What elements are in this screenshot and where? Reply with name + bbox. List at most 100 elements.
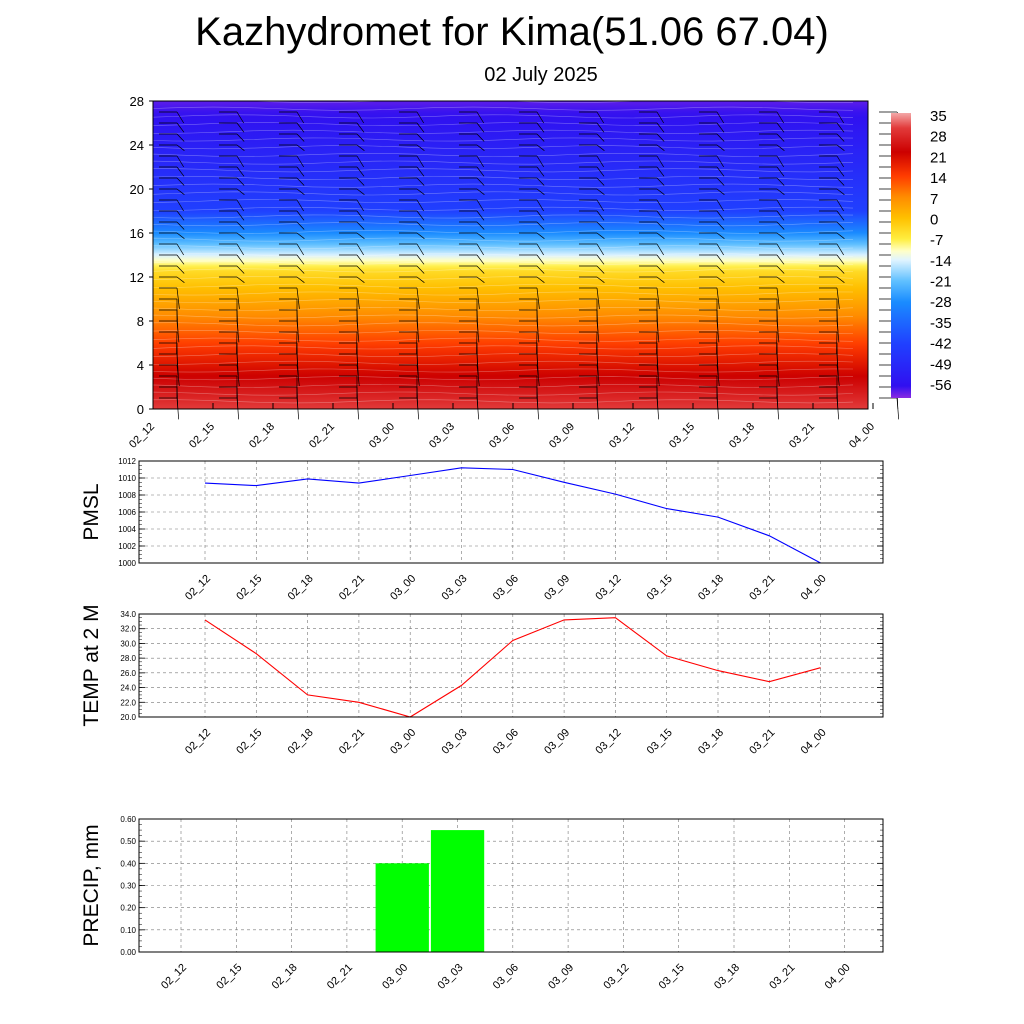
colorbar-label: -7: [930, 232, 943, 249]
x-tick-label: 03_12: [593, 727, 623, 757]
wind-barb: [236, 254, 245, 265]
x-tick-label: 03_18: [696, 573, 726, 603]
x-tick-label: 03_06: [491, 962, 521, 992]
wind-barb: [476, 133, 485, 142]
wind-barb: [716, 232, 725, 239]
wind-barb: [656, 265, 665, 274]
wind-barb: [176, 276, 185, 283]
wind-barb: [476, 177, 485, 186]
colorbar-label: -28: [930, 294, 952, 311]
wind-barb: [236, 287, 240, 309]
wind-barb: [476, 166, 485, 177]
wind-barb: [536, 331, 538, 354]
y-tick-label: 0.10: [120, 926, 136, 935]
wind-barb: [596, 188, 605, 195]
colorbar-label: -21: [930, 274, 952, 291]
wind-barb: [416, 122, 425, 133]
wind-barb: [656, 232, 665, 239]
wind-barb: [596, 144, 605, 151]
wind-barb: [836, 111, 844, 124]
wind-barb: [596, 199, 604, 212]
wind-barb: [836, 122, 845, 133]
wind-barb: [476, 276, 485, 283]
wind-barb: [356, 232, 365, 239]
wind-barb: [596, 177, 605, 186]
y-tick-label: 1000: [118, 559, 136, 568]
colorbar: 35 28 21 14 7 0 -7 -14 -21 -28 -35 -42 -49 -56: [891, 108, 952, 398]
contour-line: [152, 376, 854, 381]
contour-line: [152, 137, 854, 142]
wind-barb: [296, 122, 305, 133]
colorbar-label: -14: [930, 253, 952, 270]
wind-barb: [596, 210, 605, 221]
colorbar-label: 0: [930, 211, 938, 228]
wind-barb: [776, 287, 780, 309]
x-tick-label: 02_18: [286, 727, 316, 757]
wind-barb: [416, 254, 425, 265]
wind-barb: [476, 199, 484, 212]
y-tick-label: 1002: [118, 542, 136, 551]
x-tick-label: 04_00: [823, 962, 853, 992]
wind-barb: [836, 243, 844, 256]
precip-panel: 0.00 0.10 0.20 0.30 0.40 0.50 0.60 02_12 02_15 02…: [80, 815, 884, 992]
wind-barb: [596, 287, 600, 309]
wind-barb: [296, 254, 305, 265]
wind-barb: [416, 276, 425, 283]
y-tick-label: 0.50: [120, 837, 136, 846]
colorbar-label: 21: [930, 149, 947, 166]
y-tick-label: 16: [130, 226, 144, 241]
wind-barb: [776, 122, 785, 133]
wind-barb: [836, 287, 840, 309]
wind-barb: [296, 199, 304, 212]
wind-barb: [716, 166, 725, 177]
wind-barb: [236, 122, 245, 133]
wind-barb: [176, 199, 184, 212]
x-tick-label: 02_12: [127, 421, 157, 451]
contour-line: [152, 199, 854, 204]
wind-barb: [536, 188, 545, 195]
wind-barb: [836, 144, 845, 151]
contour-line: [152, 306, 854, 311]
wind-barb: [176, 133, 185, 142]
wind-barb: [836, 265, 845, 274]
wind-barb: [536, 133, 545, 142]
wind-barb: [236, 243, 244, 256]
x-tick-label: 03_15: [657, 962, 687, 992]
wind-barb: [536, 177, 545, 186]
x-tick-label: 02_15: [187, 421, 217, 451]
x-tick-label: 02_21: [307, 421, 337, 451]
x-tick-label: 03_15: [667, 421, 697, 451]
x-tick-label: 03_12: [607, 421, 637, 451]
wind-barb: [836, 254, 845, 265]
y-tick-label: 1008: [118, 491, 136, 500]
wind-barb: [596, 166, 605, 177]
panel-frame: [138, 818, 884, 953]
wind-barb: [656, 133, 665, 142]
wind-barb: [536, 155, 544, 168]
x-tick-label: 03_06: [487, 421, 517, 451]
wind-barb: [536, 122, 545, 133]
wind-barb: [176, 188, 185, 195]
wind-barb: [716, 155, 724, 168]
wind-barb: [656, 276, 665, 283]
wind-barb: [356, 276, 365, 283]
wind-barb: [716, 331, 718, 354]
contour-line: [152, 283, 854, 288]
wind-barb: [776, 177, 785, 186]
chart-subtitle: 02 July 2025: [484, 64, 598, 86]
contour-line: [152, 129, 854, 134]
contour-line: [152, 222, 854, 227]
x-tick-label: 02_21: [325, 962, 355, 992]
wind-barb: [296, 243, 304, 256]
x-tick-label: 03_00: [388, 727, 418, 757]
colorbar-label: 7: [930, 191, 938, 208]
wind-barb: [176, 144, 185, 151]
wind-barb: [476, 331, 478, 354]
chart-title: Kazhydromet for Kima(51.06 67.04): [195, 10, 829, 54]
temp-panel: 20.0 22.0 24.0 26.0 28.0 30.0 32.0 34.0 02_12 02_…: [80, 604, 884, 757]
wind-barb: [656, 221, 665, 230]
wind-barb: [836, 188, 845, 195]
wind-barb: [416, 144, 425, 151]
wind-barb: [656, 177, 665, 186]
wind-barb: [236, 111, 244, 124]
